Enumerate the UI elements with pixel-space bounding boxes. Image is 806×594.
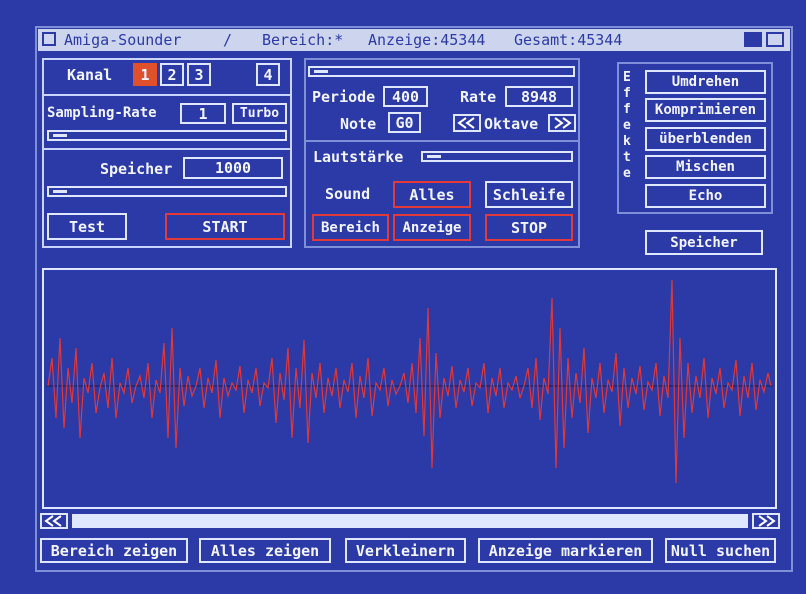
channel-button[interactable]: 3 — [187, 63, 211, 86]
range-info: Bereich:* — [262, 31, 343, 49]
button[interactable]: Verkleinern — [345, 538, 466, 563]
slider[interactable] — [308, 66, 575, 77]
button[interactable]: Alles — [393, 181, 471, 208]
input[interactable]: 8948 — [505, 86, 573, 107]
label: Speicher — [100, 160, 172, 178]
close-gadget[interactable] — [42, 32, 56, 46]
button[interactable]: Mischen — [645, 155, 766, 179]
effects-label: Effekte — [623, 70, 633, 182]
button[interactable]: Anzeige markieren — [478, 538, 653, 563]
divider — [304, 140, 580, 142]
button[interactable]: Turbo — [232, 103, 287, 124]
button[interactable]: Komprimieren — [645, 98, 766, 122]
display-info: Anzeige:45344 — [368, 31, 485, 49]
octave-up[interactable] — [548, 114, 576, 132]
button[interactable]: Test — [47, 213, 127, 240]
label: Rate — [460, 88, 496, 106]
divider — [42, 148, 292, 150]
button[interactable]: Umdrehen — [645, 70, 766, 94]
volume-slider[interactable] — [421, 151, 573, 162]
channel-button[interactable]: 2 — [160, 63, 184, 86]
button[interactable]: Bereich — [312, 214, 389, 241]
button[interactable]: Echo — [645, 184, 766, 208]
depth-gadget[interactable] — [744, 32, 762, 47]
total-info: Gesamt:45344 — [514, 31, 622, 49]
scrollbar[interactable] — [72, 514, 748, 528]
label: Sound — [325, 185, 370, 203]
divider — [42, 94, 292, 96]
button[interactable]: überblenden — [645, 127, 766, 151]
scroll-left[interactable] — [40, 513, 68, 529]
button[interactable]: Bereich zeigen — [40, 538, 188, 563]
input[interactable]: 1 — [180, 103, 226, 124]
separator: / — [223, 31, 232, 49]
input[interactable]: 1000 — [183, 157, 283, 179]
label: Kanal — [67, 66, 112, 84]
button[interactable]: Speicher — [645, 230, 763, 255]
waveform-view — [42, 268, 777, 509]
app-title: Amiga-Sounder — [64, 31, 181, 49]
scroll-right[interactable] — [752, 513, 780, 529]
input[interactable]: 400 — [383, 86, 428, 107]
button[interactable]: Alles zeigen — [199, 538, 331, 563]
input[interactable]: G0 — [388, 112, 421, 133]
label: Periode — [312, 88, 375, 106]
label: Lautstärke — [313, 148, 403, 166]
button[interactable]: Schleife — [485, 181, 573, 208]
label: Sampling-Rate — [47, 105, 157, 121]
button[interactable]: Anzeige — [393, 214, 471, 241]
slider[interactable] — [47, 130, 287, 141]
screen: Amiga-Sounder / Bereich:* Anzeige:45344 … — [0, 0, 806, 594]
channel-button[interactable]: 4 — [256, 63, 280, 86]
label: Note — [340, 115, 376, 133]
button[interactable]: STOP — [485, 214, 573, 241]
button[interactable]: Null suchen — [665, 538, 776, 563]
channel-button[interactable]: 1 — [133, 63, 157, 86]
slider[interactable] — [47, 186, 287, 197]
octave-down[interactable] — [453, 114, 481, 132]
label: Oktave — [484, 115, 538, 133]
title-bar: Amiga-Sounder / Bereich:* Anzeige:45344 … — [38, 29, 790, 51]
button[interactable]: START — [165, 213, 285, 240]
depth-gadget[interactable] — [766, 32, 784, 47]
